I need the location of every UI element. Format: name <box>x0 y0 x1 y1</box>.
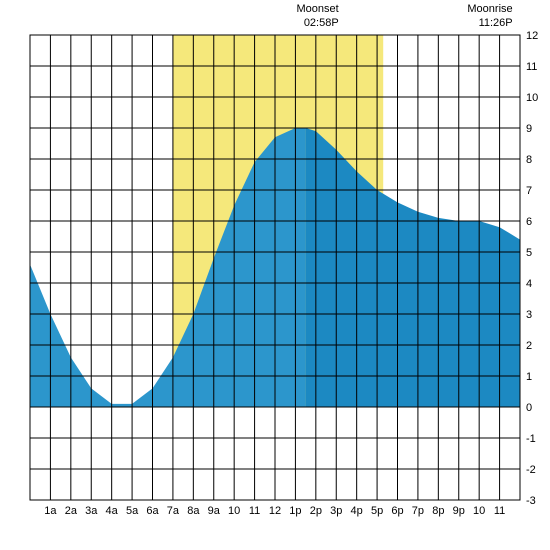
y-tick-label: -2 <box>526 464 536 476</box>
x-tick-label: 8p <box>432 505 444 517</box>
x-tick-label: 1a <box>44 505 57 517</box>
tide-chart: -3-2-101234567891011121a2a3a4a5a6a7a8a9a… <box>0 0 550 550</box>
y-tick-label: -1 <box>526 433 536 445</box>
moonrise_label: Moonrise <box>467 3 512 15</box>
x-tick-label: 5a <box>126 505 139 517</box>
x-tick-label: 11 <box>494 505 505 517</box>
x-tick-label: 12 <box>269 505 281 517</box>
x-tick-label: 6p <box>391 505 403 517</box>
x-tick-label: 2a <box>65 505 78 517</box>
y-tick-label: 7 <box>526 185 532 197</box>
x-tick-label: 2p <box>310 505 322 517</box>
y-tick-label: 4 <box>526 278 532 290</box>
x-tick-label: 9p <box>453 505 465 517</box>
x-tick-label: 4p <box>351 505 363 517</box>
y-tick-label: 8 <box>526 154 532 166</box>
y-tick-label: 2 <box>526 340 532 352</box>
x-tick-label: 4a <box>106 505 119 517</box>
y-tick-label: 0 <box>526 402 532 414</box>
x-tick-label: 5p <box>371 505 383 517</box>
moonrise_label-time: 11:26P <box>479 17 513 29</box>
y-tick-label: 12 <box>526 30 538 42</box>
y-tick-label: 1 <box>526 371 532 383</box>
y-tick-label: 9 <box>526 123 532 135</box>
moonset_label: Moonset <box>296 3 338 15</box>
x-tick-label: 10 <box>473 505 485 517</box>
x-tick-label: 3p <box>330 505 342 517</box>
x-tick-label: 7p <box>412 505 424 517</box>
y-tick-label: 10 <box>526 92 538 104</box>
x-tick-label: 10 <box>228 505 240 517</box>
y-tick-label: 6 <box>526 216 532 228</box>
x-tick-label: 7a <box>167 505 180 517</box>
y-tick-label: 3 <box>526 309 532 321</box>
x-tick-label: 6a <box>146 505 159 517</box>
x-tick-label: 1p <box>289 505 301 517</box>
x-tick-label: 8a <box>187 505 200 517</box>
x-tick-label: 9a <box>208 505 221 517</box>
moonset_label-time: 02:58P <box>304 17 339 29</box>
x-tick-label: 11 <box>249 505 260 517</box>
x-tick-label: 3a <box>85 505 98 517</box>
y-tick-label: 11 <box>526 61 537 73</box>
y-tick-label: -3 <box>526 495 536 507</box>
chart-svg: -3-2-101234567891011121a2a3a4a5a6a7a8a9a… <box>0 0 550 550</box>
y-tick-label: 5 <box>526 247 532 259</box>
